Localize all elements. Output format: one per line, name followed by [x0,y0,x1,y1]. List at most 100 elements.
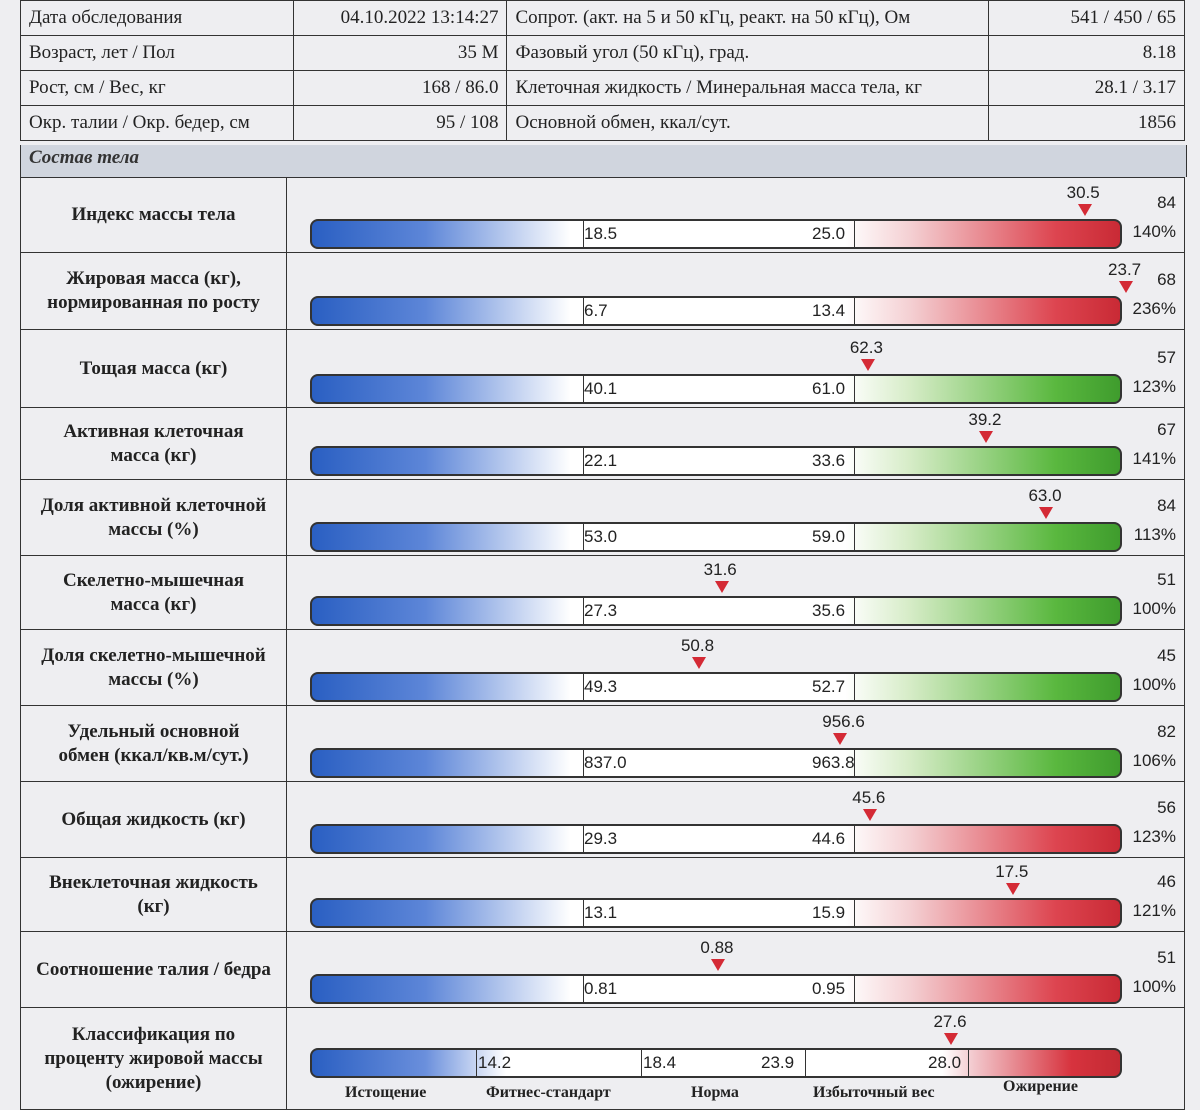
norm-high-label: 15.9 [812,903,846,922]
header-label: Дата обследования [19,0,295,36]
norm-low-label: 40.1 [584,379,618,398]
category-label: Норма [691,1084,739,1101]
bar-divider [854,448,855,474]
bar-divider [854,221,855,247]
norm-high-label: 61.0 [812,379,846,398]
bar-divider [583,826,584,852]
section-title: Состав тела [29,147,139,168]
header-value: 04.10.2022 13:14:27 [293,0,508,36]
measured-value: 50.8 [680,636,715,655]
measured-value: 30.5 [1066,183,1100,202]
value-marker [944,1033,959,1045]
measured-value: 62.3 [849,338,883,357]
value-marker [1077,204,1092,216]
value-marker [1039,507,1054,519]
header-value: 8.18 [987,35,1185,71]
metric-row: Скелетно-мышечная масса (кг) 27.3 35.6 31.6… [20,555,1185,629]
bar-divider [854,900,855,926]
value-marker [714,581,729,593]
category-label: Избыточный вес [813,1084,935,1101]
bar-divider [854,826,855,852]
metric-row: Тощая масса (кг) 40.1 61.0 62.3 57 123% [20,329,1185,407]
bar-divider [583,900,584,926]
metric-row: Удельный основной обмен (ккал/кв.м/сут.)… [20,705,1185,781]
norm-low-label: 6.7 [584,301,608,320]
percent-of-norm: 236% [1132,299,1176,318]
norm-high-label: 59.0 [812,527,846,546]
norm-high-label: 963.8 [812,753,855,772]
metric-row: Индекс массы тела 18.5 25.0 30.5 84 140% [20,177,1185,252]
header-label: Фазовый угол (50 кГц), град. [506,35,989,71]
percent-of-norm: 121% [1132,901,1176,920]
norm-low-label: 18.5 [584,224,618,243]
metric-label: Доля скелетно-мышечной массы (%) [21,630,287,705]
metric-label: Общая жидкость (кг) [21,782,287,857]
norm-low-label: 27.3 [584,601,618,620]
metric-bar [310,219,1122,249]
metric-bar [310,596,1122,626]
header-label: Сопрот. (акт. на 5 и 50 кГц, реакт. на 5… [506,0,989,36]
metric-bar [310,296,1122,326]
header-value: 95 / 108 [293,105,508,141]
measured-value: 45.6 [852,788,886,807]
bar-divider [854,376,855,402]
scale-value: 51 [1157,948,1176,967]
metric-label: Индекс массы тела [21,178,287,252]
measured-value: 27.6 [933,1012,967,1031]
percent-of-norm: 113% [1133,525,1176,544]
norm-high-label: 44.6 [812,829,846,848]
metric-row: Общая жидкость (кг) 29.3 44.6 45.6 56 123% [20,781,1185,857]
norm-low-label: 13.1 [584,903,618,922]
bar-divider [583,221,584,247]
metric-bar [310,898,1122,928]
bar-divider [583,298,584,324]
metric-row: Активная клеточная масса (кг) 22.1 33.6 39.… [20,407,1185,479]
header-row: Окр. талии / Окр. бедер, см 95 / 108 Основ… [19,105,1185,141]
norm-high-label: 35.6 [812,601,846,620]
threshold-label: 14.2 [478,1053,512,1072]
metric-bar [310,672,1122,702]
bar-divider [854,598,855,624]
threshold-label: 18.4 [643,1053,677,1072]
metric-label: Скелетно-мышечная масса (кг) [21,556,287,629]
percent-of-norm: 140% [1132,222,1176,241]
norm-high-label: 52.7 [812,677,846,696]
threshold-label: 28.0 [928,1053,962,1072]
bar-divider [854,976,855,1002]
header-label: Клеточная жидкость / Минеральная масса т… [506,70,989,106]
scale-value: 84 [1157,193,1176,212]
section-header: Состав тела [20,145,1187,177]
scale-value: 82 [1157,722,1176,741]
category-label: Фитнес-стандарт [486,1084,611,1101]
metric-label: Доля активной клеточной массы (%) [21,480,287,555]
header-value: 35 М [293,35,508,71]
bar-divider [854,298,855,324]
category-label: Истощение [345,1084,427,1101]
scale-value: 56 [1157,798,1176,817]
scale-value: 68 [1157,270,1176,289]
scale-value: 84 [1157,496,1176,515]
metric-label: Тощая масса (кг) [21,330,287,407]
measured-value: 0.88 [700,938,734,957]
norm-high-label: 33.6 [812,451,846,470]
percent-of-norm: 100% [1132,675,1176,694]
metric-label: Активная клеточная масса (кг) [21,408,287,479]
norm-low-label: 837.0 [584,753,627,772]
percent-of-norm: 123% [1132,827,1176,846]
bar-divider [641,1050,642,1076]
metric-bar [310,522,1122,552]
percent-of-norm: 123% [1132,377,1176,396]
bar-divider [805,1050,806,1076]
metric-label: Соотношение талия / бедра [21,932,287,1007]
bar-divider [854,524,855,550]
measured-value: 23.7 [1108,260,1142,279]
norm-low-label: 0.81 [584,979,618,998]
metric-bar [310,748,1122,778]
header-row: Дата обследования 04.10.2022 13:14:27 Сопр… [19,0,1185,36]
bar-divider [583,448,584,474]
value-marker [860,359,875,371]
value-marker [863,809,878,821]
header-label: Окр. талии / Окр. бедер, см [19,105,295,141]
metric-bar [310,446,1122,476]
measured-value: 39.2 [968,410,1002,429]
